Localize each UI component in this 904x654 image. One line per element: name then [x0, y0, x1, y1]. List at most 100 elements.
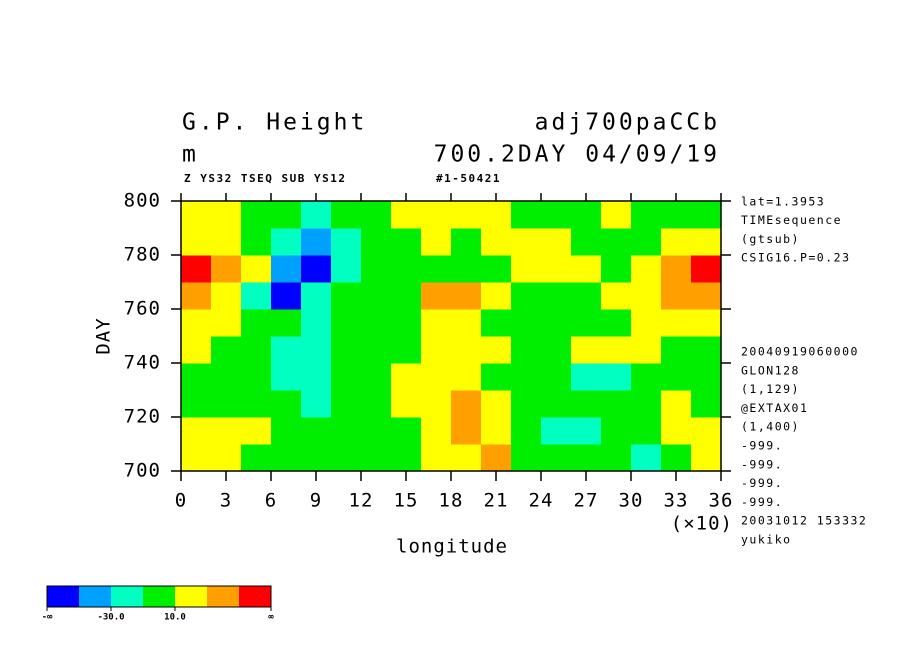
cell: [211, 228, 242, 256]
cell: [631, 444, 662, 472]
x-tick-label: 21: [484, 490, 509, 512]
cell: [571, 390, 602, 418]
cell: [211, 201, 242, 229]
cell: [601, 417, 632, 445]
cell: [631, 201, 662, 229]
cell: [331, 336, 362, 364]
cell: [301, 363, 332, 391]
cell: [451, 255, 482, 283]
x-tick-label: 18: [439, 490, 464, 512]
note: (1,400): [741, 420, 800, 434]
cell: [661, 255, 692, 283]
colorbar-box: [47, 586, 79, 607]
cell: [271, 309, 302, 337]
y-tick-label: 800: [124, 190, 161, 212]
cell: [541, 255, 572, 283]
note: CSIG16.P=0.23: [741, 251, 851, 265]
note: (1,129): [741, 382, 800, 396]
note: -999.: [741, 476, 783, 490]
cell: [451, 282, 482, 310]
cell: [541, 336, 572, 364]
cell: [361, 336, 392, 364]
cell: [451, 363, 482, 391]
cell: [331, 363, 362, 391]
cell: [271, 363, 302, 391]
cell: [451, 390, 482, 418]
cell: [511, 390, 542, 418]
cell: [241, 417, 272, 445]
cell: [331, 201, 362, 229]
cell: [331, 309, 362, 337]
cell: [481, 201, 512, 229]
cell: [631, 309, 662, 337]
cell: [421, 417, 452, 445]
colorbar-box: [207, 586, 239, 607]
cell: [481, 444, 512, 472]
cell: [301, 417, 332, 445]
cell: [511, 444, 542, 472]
cell: [181, 390, 212, 418]
cell: [541, 201, 572, 229]
cell: [391, 417, 422, 445]
x-tick-label: 24: [529, 490, 554, 512]
note: 20040919060000: [741, 345, 859, 359]
x-unit: (×10): [671, 513, 733, 535]
cell: [571, 255, 602, 283]
cell: [391, 282, 422, 310]
cell: [571, 363, 602, 391]
cell: [211, 336, 242, 364]
cell: [211, 255, 242, 283]
cell: [451, 201, 482, 229]
cell: [361, 255, 392, 283]
cell: [511, 255, 542, 283]
cell: [511, 363, 542, 391]
subtitle-right: 700.2DAY 04/09/19: [434, 142, 720, 168]
cell: [631, 282, 662, 310]
cell: [511, 228, 542, 256]
cell: [571, 309, 602, 337]
cell: [391, 228, 422, 256]
cell: [241, 390, 272, 418]
cell: [601, 309, 632, 337]
colorbar-box: [143, 586, 175, 607]
cell: [391, 363, 422, 391]
cell: [571, 336, 602, 364]
cell: [511, 309, 542, 337]
cell: [541, 282, 572, 310]
cell: [601, 228, 632, 256]
cell: [211, 282, 242, 310]
cell: [241, 309, 272, 337]
x-tick-label: 9: [310, 490, 322, 512]
cell: [661, 444, 692, 472]
cell: [601, 282, 632, 310]
cell: [301, 282, 332, 310]
cell: [421, 228, 452, 256]
cell: [481, 417, 512, 445]
y-tick-label: 760: [124, 298, 161, 320]
cell: [571, 201, 602, 229]
cell: [301, 390, 332, 418]
y-tick-label: 700: [124, 460, 161, 482]
cell: [301, 255, 332, 283]
cell: [661, 228, 692, 256]
cell: [691, 444, 722, 472]
cell: [301, 201, 332, 229]
cell: [421, 390, 452, 418]
cell: [481, 309, 512, 337]
cell: [181, 417, 212, 445]
cell: [241, 336, 272, 364]
note: -999.: [741, 439, 783, 453]
cell: [511, 201, 542, 229]
cell: [601, 444, 632, 472]
cell: [571, 282, 602, 310]
cell: [241, 363, 272, 391]
cell: [181, 309, 212, 337]
cell: [271, 228, 302, 256]
x-tick-label: 27: [574, 490, 599, 512]
note: yukiko: [741, 533, 792, 547]
cell: [361, 201, 392, 229]
colorbar-box: [239, 586, 271, 607]
cell: [391, 309, 422, 337]
chart-title-right: adj700paCCb: [535, 110, 720, 136]
colorbar-label: -30.0: [97, 613, 124, 623]
